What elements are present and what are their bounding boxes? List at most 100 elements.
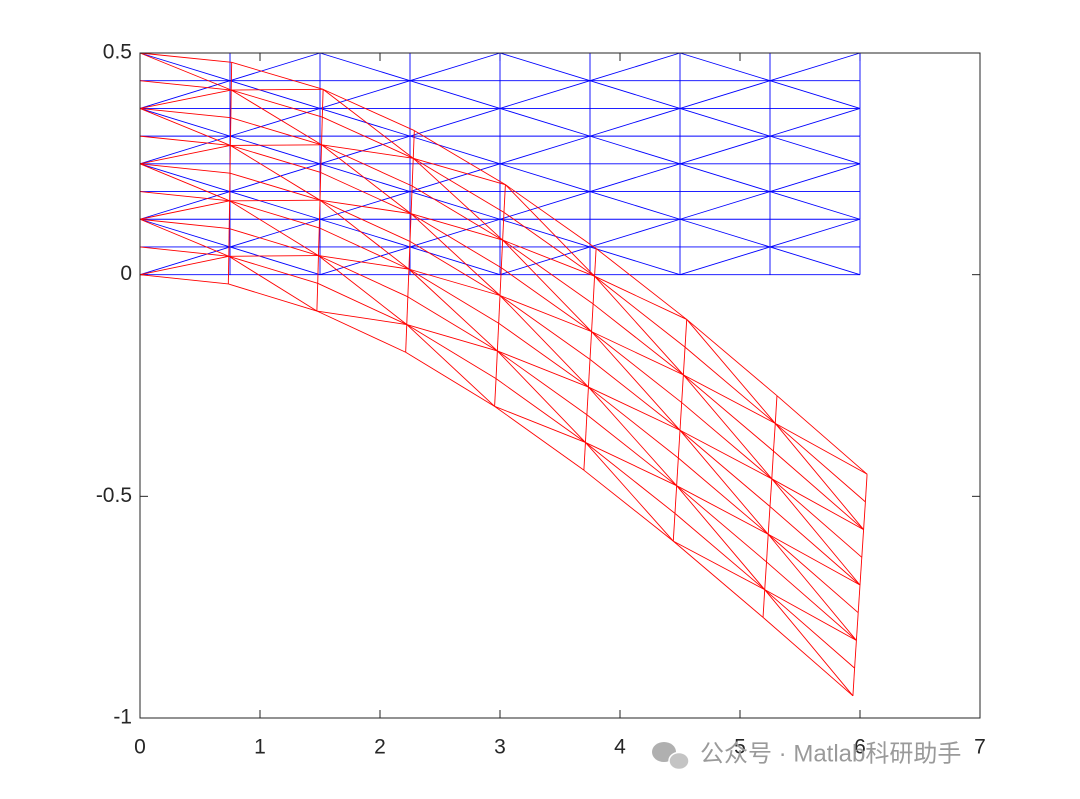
mesh-edge bbox=[764, 561, 767, 590]
mesh-edge bbox=[499, 191, 591, 220]
mesh-edge bbox=[588, 386, 679, 459]
mesh-edge bbox=[584, 414, 588, 443]
x-tick-label: 6 bbox=[854, 736, 866, 759]
mesh-edge bbox=[494, 405, 585, 471]
mesh-edge bbox=[686, 319, 778, 397]
mesh-edge bbox=[139, 52, 232, 63]
mesh-edge bbox=[679, 429, 769, 535]
mesh-edge bbox=[679, 218, 771, 248]
mesh-edge bbox=[766, 561, 857, 641]
mesh-edge bbox=[139, 80, 232, 91]
mesh-edge bbox=[499, 295, 592, 333]
mesh-edge bbox=[410, 213, 503, 241]
mesh-edge bbox=[319, 107, 411, 137]
mesh-edge bbox=[682, 347, 686, 375]
mesh-edge bbox=[676, 457, 679, 486]
mesh-edge bbox=[679, 80, 771, 109]
mesh-edge bbox=[229, 172, 321, 201]
mesh-edge bbox=[769, 478, 773, 507]
mesh-edge bbox=[857, 584, 861, 613]
mesh-edge bbox=[679, 429, 773, 480]
mesh-edge bbox=[769, 80, 861, 109]
mesh-edge bbox=[316, 310, 407, 325]
mesh-edge bbox=[684, 319, 688, 348]
mesh-edge bbox=[502, 239, 594, 305]
mesh-edge bbox=[414, 130, 506, 186]
mesh-edge bbox=[230, 145, 321, 201]
mesh-edge bbox=[319, 80, 411, 109]
mesh-edge bbox=[497, 350, 589, 388]
mesh-edge bbox=[588, 386, 677, 486]
mesh-edge bbox=[139, 274, 229, 285]
mesh-edge bbox=[769, 246, 861, 276]
mesh-edge bbox=[229, 200, 319, 256]
mesh-edge bbox=[405, 351, 495, 407]
mesh-edge bbox=[316, 310, 406, 353]
mesh-edge bbox=[319, 52, 411, 82]
mesh-edge bbox=[139, 191, 230, 202]
mesh bbox=[139, 52, 861, 276]
mesh-edge bbox=[408, 241, 411, 270]
mesh-edge bbox=[769, 52, 861, 82]
mesh-edge bbox=[589, 80, 681, 109]
mesh-edge bbox=[319, 135, 411, 165]
mesh-edge bbox=[412, 130, 415, 159]
mesh-edge bbox=[499, 80, 591, 109]
mesh-edge bbox=[320, 172, 412, 215]
mesh-edge bbox=[407, 269, 410, 297]
y-tick-label: 0 bbox=[120, 262, 132, 285]
mesh-edge bbox=[587, 359, 591, 388]
mesh-edge bbox=[769, 218, 861, 248]
mesh-edge bbox=[679, 163, 771, 192]
mesh-edge bbox=[229, 191, 321, 220]
mesh-edge bbox=[410, 213, 502, 269]
mesh-edge bbox=[501, 267, 592, 333]
mesh-edge bbox=[586, 387, 589, 415]
mesh-edge bbox=[766, 534, 769, 562]
mesh-edge bbox=[229, 135, 321, 165]
mesh-edge bbox=[406, 296, 409, 325]
mesh-edge bbox=[139, 218, 230, 230]
mesh-edge bbox=[495, 350, 498, 379]
mesh-edge bbox=[139, 135, 231, 165]
mesh-edge bbox=[231, 61, 324, 90]
mesh-edge bbox=[319, 246, 411, 276]
mesh-edge bbox=[229, 52, 321, 82]
mesh-edge bbox=[767, 506, 771, 535]
mesh-edge bbox=[229, 228, 319, 257]
mesh-edge bbox=[139, 107, 231, 119]
mesh-edge bbox=[672, 513, 676, 542]
mesh-edge bbox=[681, 402, 773, 480]
mesh-edge bbox=[762, 617, 854, 697]
mesh-edge bbox=[505, 184, 597, 249]
mesh-edge bbox=[589, 107, 681, 137]
x-tick-label: 2 bbox=[374, 736, 386, 759]
mesh-edge bbox=[497, 350, 586, 443]
mesh-edge bbox=[499, 135, 591, 165]
mesh-edge bbox=[413, 157, 506, 186]
mesh-edge bbox=[594, 275, 686, 348]
mesh-edge bbox=[139, 191, 231, 220]
axes-box bbox=[139, 52, 981, 719]
mesh-edge bbox=[409, 241, 501, 296]
mesh-edge bbox=[863, 501, 866, 530]
mesh-edge bbox=[229, 200, 320, 229]
mesh-edge bbox=[589, 331, 593, 360]
mesh-edge bbox=[591, 303, 594, 332]
mesh-edge bbox=[139, 163, 230, 202]
mesh-edge bbox=[231, 88, 324, 91]
mesh-edge bbox=[591, 331, 684, 376]
mesh-edge bbox=[230, 145, 321, 173]
mesh-edge bbox=[139, 135, 231, 146]
mesh-edge bbox=[767, 533, 861, 586]
x-tick-label: 4 bbox=[614, 736, 626, 759]
mesh-edge bbox=[771, 451, 774, 479]
mesh-edge bbox=[854, 640, 857, 669]
mesh-edge bbox=[409, 218, 501, 248]
mesh-edge bbox=[317, 227, 320, 256]
mesh-edge bbox=[769, 135, 861, 165]
mesh-edge bbox=[409, 246, 501, 276]
mesh-edge bbox=[679, 52, 771, 82]
